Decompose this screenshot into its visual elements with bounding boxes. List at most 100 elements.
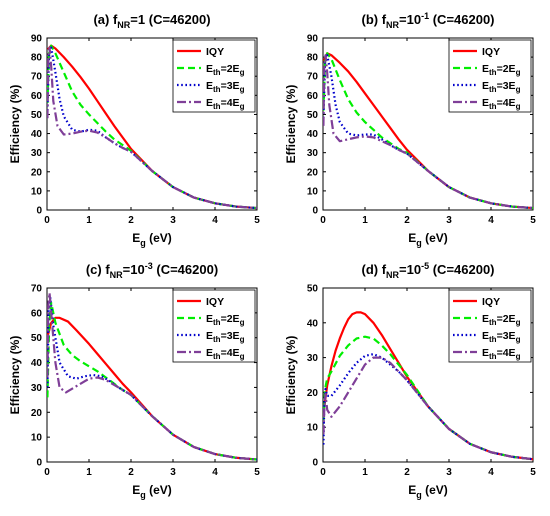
- y-tick-label: 20: [31, 167, 43, 178]
- y-tick-label: 30: [307, 353, 319, 364]
- series-line-eth-3eg: [47, 46, 257, 210]
- x-tick-label: 5: [530, 215, 536, 226]
- y-tick-label: 0: [36, 206, 42, 217]
- y-tick-label: 80: [31, 53, 43, 64]
- y-tick-label: 10: [307, 186, 319, 197]
- x-tick-label: 0: [320, 215, 326, 226]
- x-tick-label: 1: [362, 215, 368, 226]
- y-tick-label: 10: [31, 186, 43, 197]
- legend-entry: Eth=3Eg: [482, 330, 521, 344]
- y-tick-label: 40: [307, 318, 319, 329]
- x-tick-label: 3: [446, 215, 452, 226]
- y-tick-label: 70: [31, 284, 43, 295]
- legend: IQY Eth=2Eg Eth=3Eg Eth=4Eg: [448, 39, 532, 113]
- panel-d: (d) fNR=10-5 (C=46200)0 1 2 3 4 501020304050E…: [284, 261, 536, 500]
- series-line-eth-3eg: [323, 353, 533, 461]
- y-tick-label: 70: [31, 72, 43, 83]
- series-line-eth-2eg: [47, 301, 257, 461]
- y-tick-label: 30: [31, 383, 43, 394]
- y-tick-label: 50: [307, 110, 319, 121]
- y-tick-label: 0: [312, 458, 318, 469]
- y-tick-label: 70: [307, 72, 319, 83]
- y-tick-label: 40: [31, 129, 43, 140]
- y-tick-label: 60: [31, 91, 43, 102]
- panel-title: (a) fNR=1 (C=46200): [93, 12, 210, 30]
- legend-entry: Eth=2Eg: [206, 313, 245, 327]
- x-tick-label: 2: [404, 215, 410, 226]
- y-tick-label: 50: [31, 333, 43, 344]
- legend-entry: Eth=4Eg: [482, 347, 521, 361]
- series-group: [323, 311, 533, 461]
- legend: IQY Eth=2Eg Eth=3Eg Eth=4Eg: [448, 289, 532, 363]
- y-tick-label: 20: [31, 408, 43, 419]
- x-axis-label: Eg (eV): [408, 483, 448, 500]
- series-line-eth-4eg: [47, 291, 257, 461]
- x-tick-label: 2: [128, 215, 134, 226]
- legend: IQY Eth=2Eg Eth=3Eg Eth=4Eg: [172, 39, 256, 113]
- series-group: [323, 52, 533, 210]
- legend: IQY Eth=2Eg Eth=3Eg Eth=4Eg: [172, 289, 256, 363]
- y-tick-label: 60: [31, 308, 43, 319]
- legend-entry: Eth=2Eg: [206, 63, 245, 77]
- y-tick-label: 40: [31, 358, 43, 369]
- series-line-eth-4eg: [47, 46, 257, 210]
- panel-b: (b) fNR=10-1 (C=46200)0 1 2 3 4 5010203040506…: [284, 11, 536, 248]
- panel-title: (b) fNR=10-1 (C=46200): [361, 11, 494, 30]
- series-line-eth-4eg: [323, 54, 533, 210]
- legend-entry: IQY: [482, 296, 500, 308]
- y-axis-label: Efficiency (%): [8, 85, 22, 164]
- legend-entry: Eth=3Eg: [482, 80, 521, 94]
- x-tick-label: 1: [86, 467, 92, 478]
- x-tick-label: 3: [170, 215, 176, 226]
- y-tick-label: 40: [307, 129, 319, 140]
- x-tick-label: 4: [212, 215, 218, 226]
- y-tick-label: 50: [31, 110, 43, 121]
- legend-entry: Eth=2Eg: [482, 63, 521, 77]
- y-tick-label: 80: [307, 53, 319, 64]
- y-tick-label: 90: [31, 34, 43, 45]
- panel-title: (c) fNR=10-3 (C=46200): [86, 261, 218, 280]
- x-axis-label: Eg (eV): [408, 231, 448, 248]
- y-tick-label: 90: [307, 34, 319, 45]
- x-axis-label: Eg (eV): [132, 483, 172, 500]
- x-tick-label: 4: [212, 467, 218, 478]
- legend-entry: Eth=3Eg: [206, 330, 245, 344]
- y-tick-label: 0: [36, 458, 42, 469]
- x-tick-label: 4: [488, 215, 494, 226]
- y-axis-label: Efficiency (%): [284, 336, 298, 415]
- series-line-eth-3eg: [323, 54, 533, 210]
- panel-a: (a) fNR=1 (C=46200)0 1 2 3 4 5010203040506070…: [8, 12, 260, 248]
- legend-entry: Eth=4Eg: [206, 97, 245, 111]
- x-tick-label: 5: [254, 215, 260, 226]
- x-tick-label: 4: [488, 467, 494, 478]
- series-group: [47, 44, 257, 210]
- legend-entry: Eth=3Eg: [206, 80, 245, 94]
- x-tick-label: 1: [86, 215, 92, 226]
- legend-entry: Eth=2Eg: [482, 313, 521, 327]
- y-tick-label: 60: [307, 91, 319, 102]
- series-line-eth-3eg: [47, 296, 257, 461]
- x-axis-label: Eg (eV): [132, 231, 172, 248]
- x-tick-label: 0: [320, 467, 326, 478]
- y-tick-label: 20: [307, 167, 319, 178]
- y-tick-label: 20: [307, 388, 319, 399]
- x-tick-label: 0: [44, 215, 50, 226]
- x-tick-label: 3: [446, 467, 452, 478]
- y-tick-label: 30: [31, 148, 43, 159]
- panel-title: (d) fNR=10-5 (C=46200): [361, 261, 494, 280]
- y-tick-label: 30: [307, 148, 319, 159]
- panel-c: (c) fNR=10-3 (C=46200)0 1 2 3 4 5010203040506…: [8, 261, 260, 500]
- x-tick-label: 5: [530, 467, 536, 478]
- legend-entry: Eth=4Eg: [482, 97, 521, 111]
- y-tick-label: 0: [312, 206, 318, 217]
- series-group: [47, 291, 257, 461]
- y-tick-label: 10: [307, 423, 319, 434]
- series-line-eth-4eg: [323, 356, 533, 461]
- y-axis-label: Efficiency (%): [284, 85, 298, 164]
- x-tick-label: 3: [170, 467, 176, 478]
- legend-entry: IQY: [482, 46, 500, 58]
- y-tick-label: 10: [31, 433, 43, 444]
- y-tick-label: 50: [307, 284, 319, 295]
- y-axis-label: Efficiency (%): [8, 336, 22, 415]
- x-tick-label: 2: [128, 467, 134, 478]
